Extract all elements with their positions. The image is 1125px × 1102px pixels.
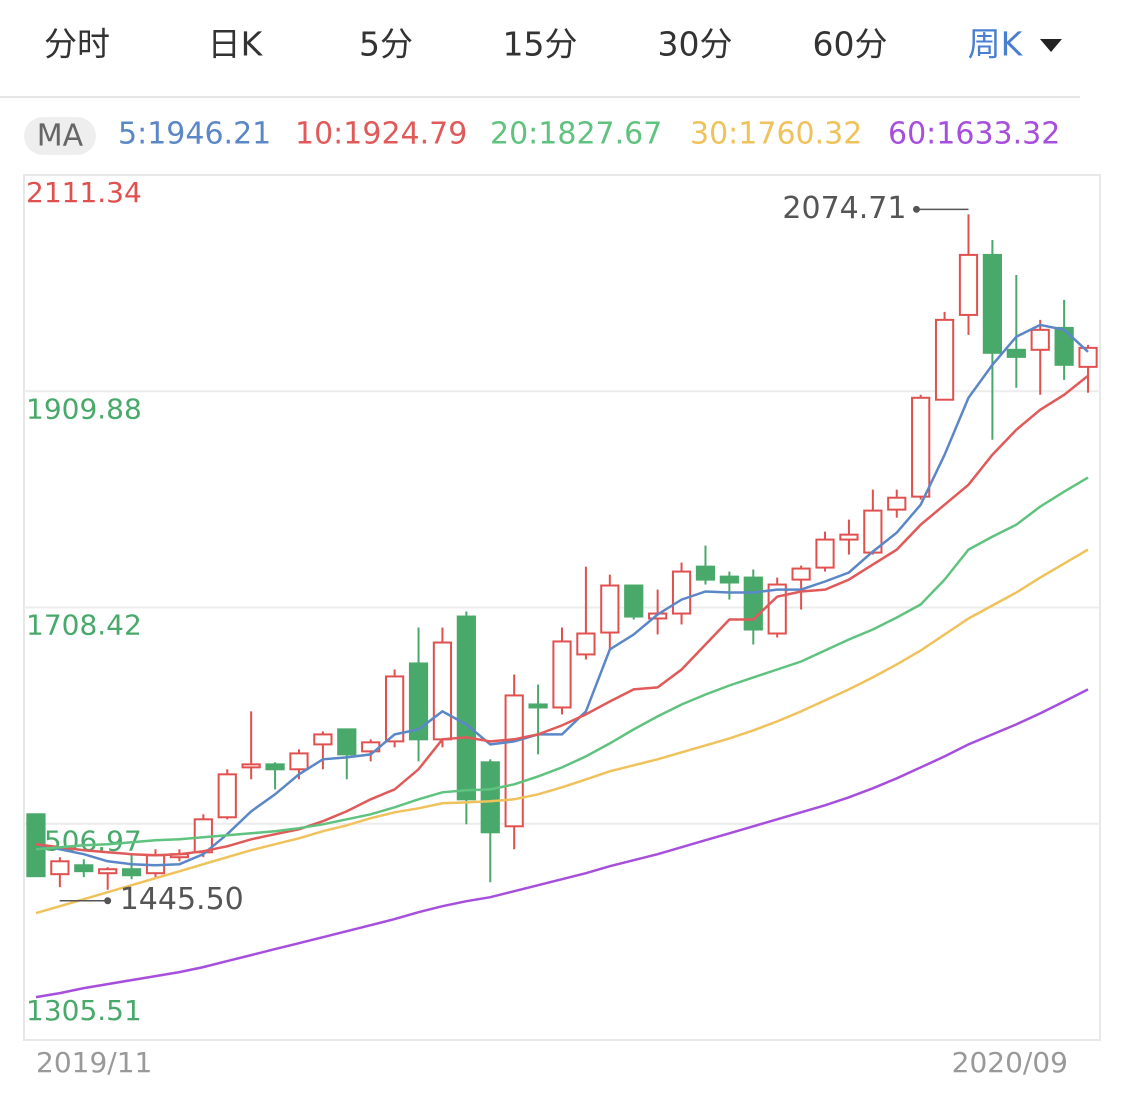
candle-body bbox=[385, 675, 405, 743]
y-tick-label: 1909.88 bbox=[26, 392, 142, 425]
ma-line bbox=[35, 476, 1089, 851]
candle-body bbox=[791, 567, 811, 581]
candle-body bbox=[767, 583, 787, 635]
candle-body bbox=[98, 868, 118, 875]
candle-body bbox=[408, 662, 429, 741]
candle-body bbox=[50, 860, 70, 876]
candle-body bbox=[624, 584, 644, 618]
candle-body bbox=[743, 576, 763, 631]
x-tick-label: 2019/11 bbox=[36, 1046, 152, 1079]
candle-body bbox=[217, 773, 237, 819]
candle-body bbox=[887, 496, 907, 511]
candle-body bbox=[982, 253, 1003, 354]
candle-body bbox=[504, 694, 524, 828]
candle-body bbox=[839, 533, 859, 541]
ma-line bbox=[35, 688, 1089, 999]
candle-body bbox=[121, 868, 142, 877]
candle-body bbox=[958, 253, 979, 316]
candle-body bbox=[1006, 348, 1026, 358]
candle-body bbox=[337, 728, 357, 756]
candle-body bbox=[576, 632, 596, 656]
legend-entry: 10:1924.79 bbox=[295, 117, 467, 152]
tab[interactable]: 分时 bbox=[44, 25, 110, 64]
y-tick-label: 1305.51 bbox=[26, 994, 142, 1027]
ma-line bbox=[35, 323, 1089, 867]
tab[interactable]: 周K bbox=[968, 25, 1024, 64]
candle-body bbox=[1054, 326, 1074, 366]
candle-body bbox=[671, 570, 692, 615]
legend-entry: 5:1946.21 bbox=[118, 117, 271, 152]
candle-body bbox=[265, 763, 285, 771]
y-tick-label: 1708.42 bbox=[26, 609, 142, 642]
ma-line bbox=[35, 548, 1089, 915]
candle-body bbox=[600, 584, 620, 634]
candle-body bbox=[241, 763, 261, 769]
candle-body bbox=[695, 565, 716, 581]
candle-body bbox=[911, 396, 931, 498]
dropdown-arrow[interactable] bbox=[1040, 39, 1062, 52]
legend-entry: 30:1760.32 bbox=[690, 117, 862, 152]
ma-badge bbox=[24, 117, 96, 155]
high-label: 2074.71 bbox=[782, 191, 906, 226]
x-tick-label: 2020/09 bbox=[952, 1046, 1068, 1079]
tab[interactable]: 15分 bbox=[503, 25, 578, 64]
tab[interactable]: 日K bbox=[208, 25, 264, 64]
candle-body bbox=[313, 733, 333, 746]
candle-body bbox=[552, 640, 572, 709]
candle-body bbox=[1078, 346, 1098, 368]
candle-body bbox=[289, 752, 309, 771]
y-tick-label: 2111.34 bbox=[26, 176, 142, 209]
candle-body bbox=[480, 761, 500, 834]
candle-body bbox=[1030, 328, 1050, 351]
candle-body bbox=[456, 615, 476, 801]
candle-body bbox=[528, 703, 548, 709]
candle-body bbox=[719, 575, 739, 584]
tab[interactable]: 60分 bbox=[813, 25, 888, 64]
legend-entry: 20:1827.67 bbox=[490, 117, 662, 152]
high-dot bbox=[912, 205, 920, 213]
candle-body bbox=[432, 641, 453, 741]
candle-body bbox=[74, 864, 94, 873]
low-dot bbox=[104, 897, 112, 905]
tab[interactable]: 5分 bbox=[359, 25, 413, 64]
ma-line bbox=[35, 374, 1089, 857]
candle-body bbox=[815, 538, 835, 569]
tab[interactable]: 30分 bbox=[658, 25, 733, 64]
low-label: 1445.50 bbox=[120, 882, 244, 917]
legend-entry: 60:1633.32 bbox=[888, 117, 1060, 152]
candle-body bbox=[934, 318, 955, 401]
ma-badge-text: MA bbox=[37, 119, 84, 154]
